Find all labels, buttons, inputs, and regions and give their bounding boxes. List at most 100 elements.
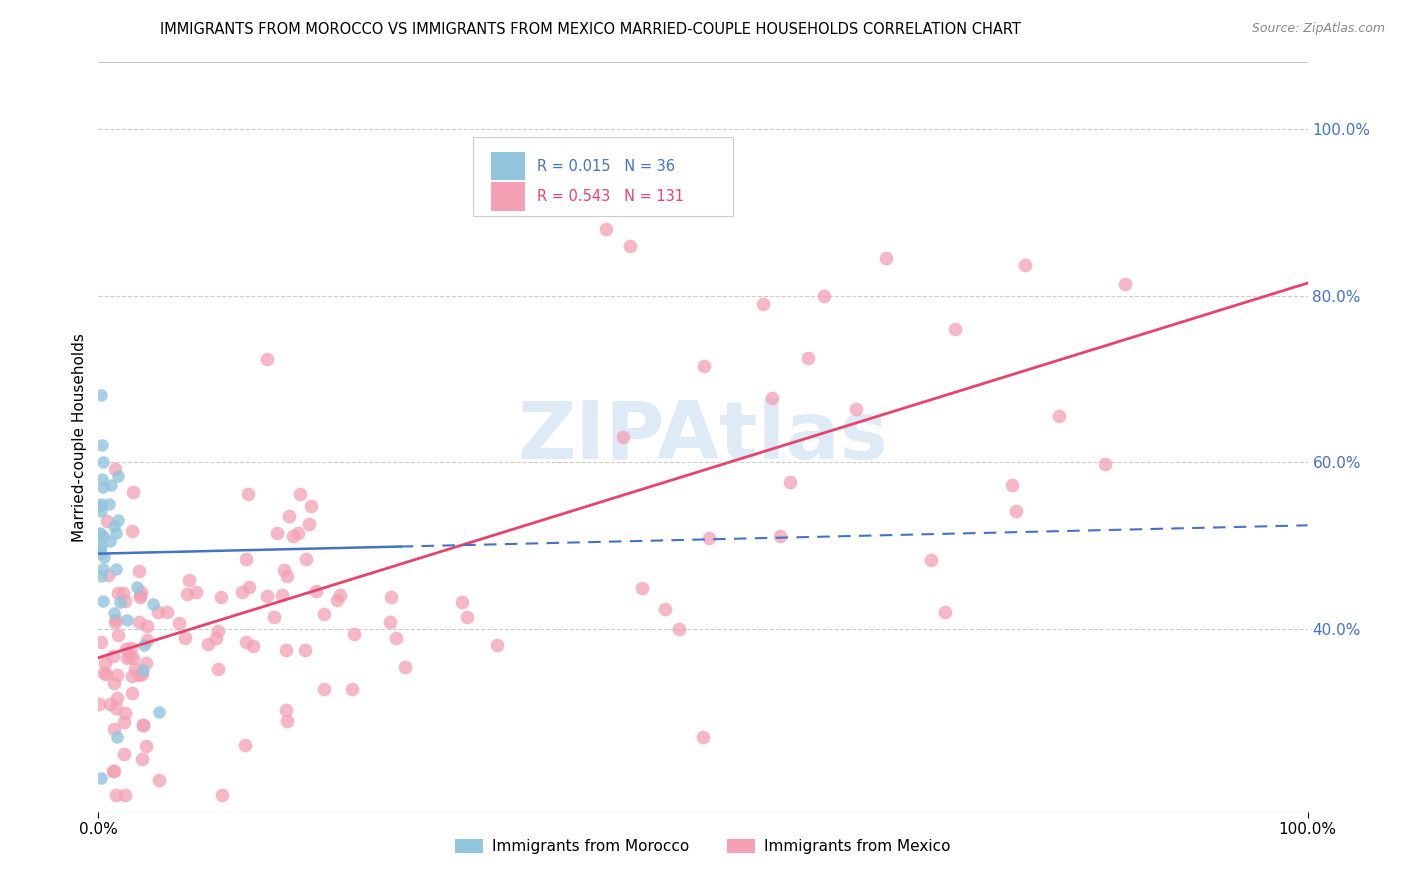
Point — [340, 682, 363, 697]
Point — [135, 633, 157, 648]
Point — [90, 569, 112, 583]
Point — [87, 527, 110, 541]
Point — [91, 438, 114, 452]
Point — [108, 595, 131, 609]
Point — [235, 739, 257, 753]
Point — [114, 706, 136, 720]
Point — [115, 641, 138, 656]
Point — [132, 718, 155, 732]
Point — [394, 660, 416, 674]
Point — [1114, 277, 1136, 291]
Text: R = 0.543   N = 131: R = 0.543 N = 131 — [537, 189, 685, 204]
Point — [104, 615, 127, 629]
Point — [114, 788, 136, 802]
Point — [380, 590, 402, 604]
Point — [90, 504, 112, 518]
Point — [1014, 259, 1036, 273]
Point — [124, 662, 146, 676]
Point — [103, 675, 125, 690]
Point — [343, 627, 366, 641]
Point — [121, 524, 143, 538]
Point — [96, 514, 118, 528]
Point — [90, 497, 112, 511]
Point — [103, 606, 125, 620]
Point — [90, 772, 112, 786]
Point — [98, 697, 121, 711]
Point — [103, 764, 125, 778]
Point — [299, 499, 322, 513]
Point — [101, 648, 124, 663]
Point — [93, 666, 115, 681]
Point — [697, 531, 720, 545]
Point — [1001, 478, 1024, 492]
Point — [104, 788, 127, 802]
Point — [89, 542, 111, 557]
Point — [142, 597, 165, 611]
Point — [274, 703, 297, 717]
Point — [90, 388, 112, 402]
Point — [278, 509, 301, 524]
Point — [112, 714, 135, 729]
Point — [104, 562, 127, 576]
Point — [631, 581, 654, 595]
Point — [135, 739, 157, 753]
Point — [276, 643, 298, 657]
Point — [668, 622, 690, 636]
Point — [287, 526, 309, 541]
Point — [235, 634, 257, 648]
Point — [129, 584, 152, 599]
Point — [238, 580, 260, 594]
Point — [231, 585, 253, 599]
Point — [125, 580, 148, 594]
Point — [263, 609, 285, 624]
Point — [91, 455, 114, 469]
Bar — [492, 182, 526, 211]
Point — [242, 639, 264, 653]
Point — [294, 643, 316, 657]
Point — [128, 615, 150, 629]
Point — [612, 430, 634, 444]
Point — [94, 666, 117, 681]
Point — [1094, 457, 1116, 471]
Text: R = 0.015   N = 36: R = 0.015 N = 36 — [537, 159, 675, 174]
Point — [207, 662, 229, 676]
Point — [1005, 504, 1028, 518]
Point — [128, 588, 150, 602]
Point — [184, 585, 207, 599]
Point — [121, 669, 143, 683]
Point — [131, 751, 153, 765]
Point — [174, 631, 197, 645]
Legend: Immigrants from Morocco, Immigrants from Mexico: Immigrants from Morocco, Immigrants from… — [450, 833, 956, 860]
Point — [266, 525, 288, 540]
Point — [270, 588, 292, 602]
Point — [101, 764, 124, 779]
Point — [128, 667, 150, 681]
Point — [90, 538, 112, 552]
FancyBboxPatch shape — [474, 137, 734, 216]
Point — [1047, 409, 1070, 423]
Point — [619, 238, 641, 252]
Point — [89, 635, 111, 649]
Point — [112, 747, 135, 762]
Point — [752, 297, 775, 311]
Point — [456, 609, 478, 624]
Point — [207, 624, 229, 638]
Point — [276, 714, 298, 729]
Point — [104, 525, 127, 540]
Point — [94, 656, 117, 670]
Point — [104, 462, 127, 476]
Point — [115, 613, 138, 627]
Point — [122, 484, 145, 499]
Point — [943, 321, 966, 335]
Point — [107, 469, 129, 483]
Point — [105, 690, 128, 705]
Point — [761, 391, 783, 405]
Point — [120, 641, 142, 656]
Point — [486, 638, 509, 652]
Point — [90, 472, 112, 486]
Point — [920, 553, 942, 567]
Point — [329, 588, 352, 602]
Point — [211, 788, 233, 802]
Point — [87, 697, 110, 711]
Point — [93, 549, 115, 564]
